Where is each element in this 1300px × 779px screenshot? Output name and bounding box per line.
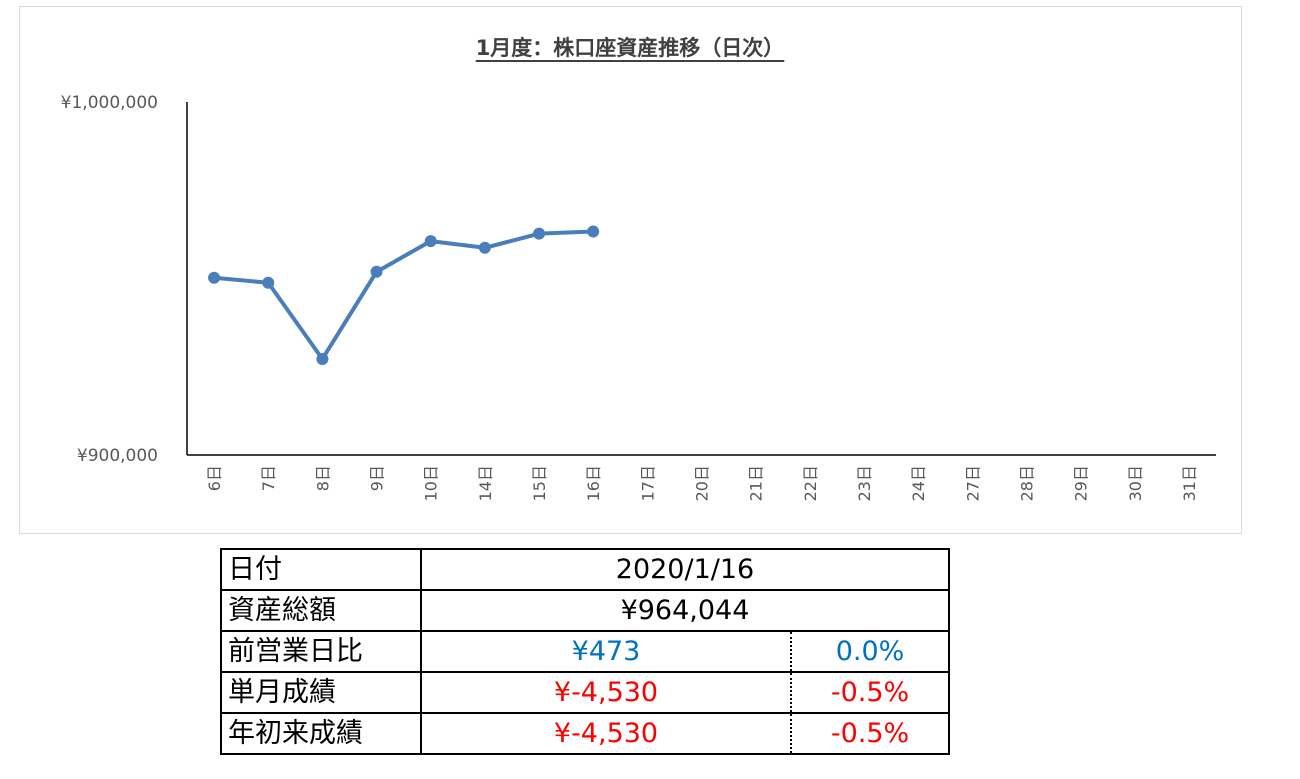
y-tick-label: ¥900,000 (77, 446, 158, 466)
data-point (533, 227, 546, 240)
table-row: 年初来成績 ¥-4,530 -0.5% (220, 712, 950, 755)
month-value: ¥-4,530 (420, 671, 792, 714)
y-tick-label: ¥1,000,000 (61, 93, 158, 113)
total-assets-label: 資産総額 (220, 589, 422, 632)
data-point (262, 276, 275, 289)
chart-title: 1月度：株口座資産推移（日次） (476, 36, 785, 60)
month-label: 単月成績 (220, 671, 422, 714)
x-tick-label: 14日 (476, 465, 495, 501)
series-line (213, 229, 594, 361)
ytd-label: 年初来成績 (220, 712, 422, 755)
month-pct: -0.5% (790, 671, 950, 714)
date-label: 日付 (220, 548, 422, 591)
data-point (478, 241, 491, 254)
x-tick-label: 20日 (693, 465, 712, 501)
chart-area: 1月度：株口座資産推移（日次） ¥900,000 ¥1,000,000 6日 7日 8… (19, 6, 1242, 534)
data-point (208, 271, 221, 284)
summary-table: 日付 2020/1/16 資産総額 ¥964,044 前営業日比 ¥473 0.… (220, 548, 950, 755)
total-assets-value: ¥964,044 (420, 589, 950, 632)
prev-day-pct: 0.0% (790, 630, 950, 673)
data-point (424, 235, 437, 248)
x-tick-label: 21日 (747, 465, 766, 501)
x-tick-label: 15日 (530, 465, 549, 501)
x-tick-label: 23日 (855, 465, 874, 501)
date-value: 2020/1/16 (420, 548, 950, 591)
x-tick-label: 6日 (205, 465, 224, 491)
x-tick-label: 17日 (638, 465, 657, 501)
table-row: 前営業日比 ¥473 0.0% (220, 630, 950, 673)
prev-day-label: 前営業日比 (220, 630, 422, 673)
x-tick-label: 16日 (584, 465, 603, 501)
table-row: 単月成績 ¥-4,530 -0.5% (220, 671, 950, 714)
data-point (587, 225, 600, 238)
line-chart: 1月度：株口座資産推移（日次） ¥900,000 ¥1,000,000 6日 7日 8… (61, 36, 1216, 501)
data-point (316, 352, 329, 365)
ytd-value: ¥-4,530 (420, 712, 792, 755)
table-row: 資産総額 ¥964,044 (220, 589, 950, 632)
ytd-pct: -0.5% (790, 712, 950, 755)
x-tick-label: 30日 (1126, 465, 1145, 501)
x-tick-label: 22日 (801, 465, 820, 501)
data-point (370, 265, 383, 278)
x-tick-label: 10日 (422, 465, 441, 501)
x-tick-label: 27日 (963, 465, 982, 501)
table-row: 日付 2020/1/16 (220, 548, 950, 591)
x-tick-label: 28日 (1017, 465, 1036, 501)
x-tick-label: 31日 (1180, 465, 1199, 501)
x-tick-label: 9日 (368, 465, 387, 491)
prev-day-value: ¥473 (420, 630, 792, 673)
x-tick-label: 8日 (313, 465, 332, 491)
x-tick-label: 7日 (259, 465, 278, 491)
x-tick-label: 24日 (909, 465, 928, 501)
x-tick-label: 29日 (1072, 465, 1091, 501)
